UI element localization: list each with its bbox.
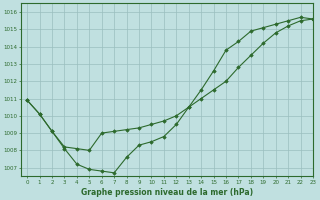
X-axis label: Graphe pression niveau de la mer (hPa): Graphe pression niveau de la mer (hPa) — [81, 188, 253, 197]
